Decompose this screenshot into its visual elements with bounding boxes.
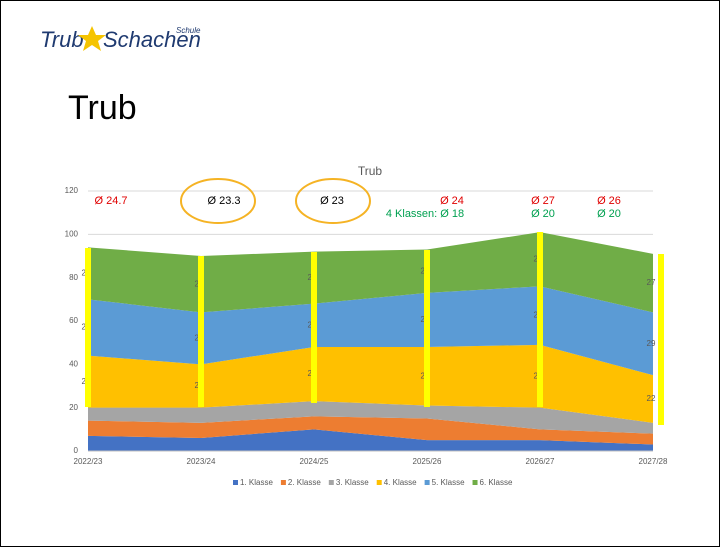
legend-label: 4. Klasse — [384, 478, 417, 487]
x-tick-label: 2025/26 — [413, 457, 442, 466]
marker-bar — [198, 256, 204, 407]
data-label: 27 — [647, 278, 656, 287]
legend-label: 2. Klasse — [288, 478, 321, 487]
y-tick-label: 80 — [69, 273, 78, 282]
legend-label: 5. Klasse — [432, 478, 465, 487]
area — [88, 401, 653, 434]
marker-bar — [658, 254, 664, 425]
legend-label: 6. Klasse — [480, 478, 513, 487]
logo-left: Trub — [40, 27, 84, 52]
y-tick-label: 100 — [65, 229, 79, 238]
annotation: Ø 24 — [440, 195, 464, 207]
legend-swatch — [233, 480, 238, 485]
annotation: Ø 23 — [320, 195, 344, 207]
x-tick-label: 2027/28 — [639, 457, 668, 466]
area — [88, 286, 653, 376]
marker-bar — [537, 232, 543, 407]
legend-label: 3. Klasse — [336, 478, 369, 487]
y-tick-label: 0 — [74, 446, 79, 455]
annotation: Ø 26 — [597, 195, 621, 207]
data-label: 22 — [647, 394, 656, 403]
y-tick-label: 20 — [69, 403, 78, 412]
x-tick-label: 2026/27 — [526, 457, 555, 466]
annotation: Ø 20 — [531, 208, 555, 220]
annotation: Ø 20 — [597, 208, 621, 220]
heading: Trub — [68, 89, 137, 127]
legend-swatch — [424, 480, 430, 485]
annotation: Ø 23.3 — [207, 195, 240, 207]
highlight-circle — [295, 178, 371, 224]
legend-swatch — [376, 480, 382, 485]
legend-label: 1. Klasse — [240, 478, 273, 487]
marker-bar — [311, 252, 317, 403]
y-tick-label: 40 — [69, 359, 78, 368]
area — [88, 344, 653, 423]
area — [88, 232, 653, 313]
highlight-circle — [180, 178, 256, 224]
x-tick-label: 2022/23 — [74, 457, 103, 466]
legend-swatch — [280, 480, 286, 485]
logo-star — [78, 26, 106, 51]
marker-bar — [424, 250, 430, 407]
logo-small: Schule — [176, 26, 201, 35]
annotation: Ø 27 — [531, 195, 555, 207]
legend-swatch — [472, 480, 478, 485]
logo-right: Schachen — [103, 27, 201, 52]
area — [88, 429, 653, 451]
area — [88, 416, 653, 445]
y-tick-label: 60 — [69, 316, 78, 325]
annotation: 4 Klassen: Ø 18 — [386, 208, 464, 220]
chart-title: Trub — [358, 164, 383, 178]
marker-bar — [85, 248, 91, 407]
x-tick-label: 2023/24 — [187, 457, 216, 466]
legend-swatch — [328, 480, 334, 485]
annotation: Ø 24.7 — [94, 195, 127, 207]
data-label: 29 — [647, 339, 656, 348]
y-tick-label: 120 — [65, 186, 79, 195]
x-tick-label: 2024/25 — [300, 457, 329, 466]
